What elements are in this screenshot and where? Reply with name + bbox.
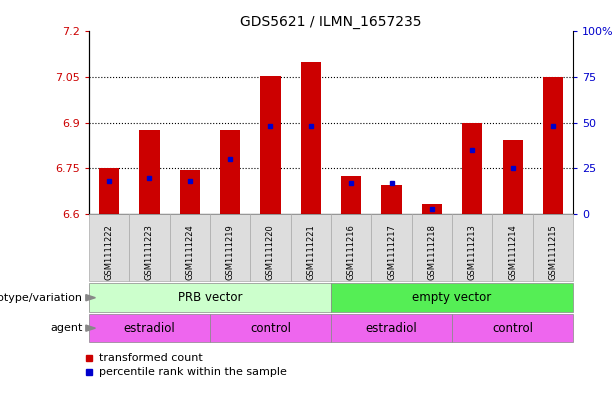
Text: GSM1111214: GSM1111214 — [508, 224, 517, 280]
Bar — [543, 77, 563, 214]
Bar — [452, 214, 492, 281]
Bar — [331, 214, 371, 281]
Bar — [180, 170, 200, 214]
Text: empty vector: empty vector — [413, 291, 492, 304]
Title: GDS5621 / ILMN_1657235: GDS5621 / ILMN_1657235 — [240, 15, 422, 29]
Bar — [341, 176, 361, 214]
Text: GSM1111215: GSM1111215 — [549, 224, 557, 280]
Bar — [533, 214, 573, 281]
Text: control: control — [492, 321, 533, 335]
Text: GSM1111213: GSM1111213 — [468, 224, 477, 280]
Polygon shape — [86, 325, 96, 331]
Bar — [492, 214, 533, 281]
Bar — [210, 214, 250, 281]
Bar — [220, 130, 240, 214]
Text: control: control — [250, 321, 291, 335]
Bar — [291, 214, 331, 281]
Bar — [371, 214, 412, 281]
Bar — [503, 140, 523, 214]
Bar — [261, 75, 281, 214]
Bar — [250, 214, 291, 281]
Bar — [129, 214, 170, 281]
Bar — [89, 214, 129, 281]
Text: genotype/variation: genotype/variation — [0, 293, 83, 303]
Bar — [452, 314, 573, 342]
Text: GSM1111220: GSM1111220 — [266, 224, 275, 280]
Text: GSM1111221: GSM1111221 — [306, 224, 315, 280]
Bar — [412, 214, 452, 281]
Text: GSM1111224: GSM1111224 — [185, 224, 194, 280]
Text: GSM1111219: GSM1111219 — [226, 224, 235, 280]
Text: GSM1111216: GSM1111216 — [347, 224, 356, 280]
Text: GSM1111218: GSM1111218 — [427, 224, 436, 280]
Bar — [422, 204, 442, 214]
Polygon shape — [86, 295, 96, 301]
Bar — [331, 283, 573, 312]
Bar — [381, 185, 402, 214]
Bar — [89, 283, 331, 312]
Bar — [89, 314, 210, 342]
Text: agent: agent — [50, 323, 83, 333]
Text: estradiol: estradiol — [124, 321, 175, 335]
Bar — [301, 62, 321, 214]
Text: PRB vector: PRB vector — [178, 291, 242, 304]
Text: GSM1111217: GSM1111217 — [387, 224, 396, 280]
Text: estradiol: estradiol — [366, 321, 417, 335]
Bar — [170, 214, 210, 281]
Bar — [462, 123, 482, 214]
Text: GSM1111223: GSM1111223 — [145, 224, 154, 280]
Bar — [210, 314, 331, 342]
Text: transformed count: transformed count — [99, 353, 202, 363]
Bar — [331, 314, 452, 342]
Text: GSM1111222: GSM1111222 — [105, 224, 113, 280]
Bar — [99, 169, 119, 214]
Text: percentile rank within the sample: percentile rank within the sample — [99, 367, 286, 377]
Bar — [139, 130, 159, 214]
